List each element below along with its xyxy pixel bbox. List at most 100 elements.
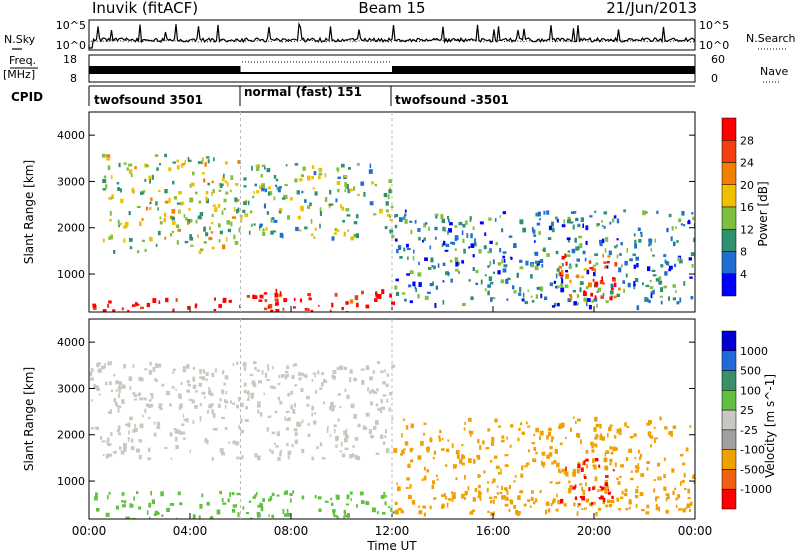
power-cells-cell — [377, 294, 382, 299]
power-cells-cell — [304, 199, 307, 203]
colorbar-swatch — [721, 390, 737, 411]
power-cells-cell — [659, 295, 663, 298]
y-tick-label: 4000 — [57, 129, 85, 142]
vel-cells-cell — [359, 491, 364, 496]
vel-cells-cell — [138, 376, 142, 381]
vel-cells-cell — [207, 409, 210, 414]
vel-cells-cell — [496, 492, 499, 495]
power-cells-cell — [434, 236, 437, 240]
power-cells-cell — [510, 257, 513, 260]
vel-cells-cell — [204, 438, 208, 443]
vel-cells-cell — [675, 504, 678, 508]
vel-cells-cell — [219, 397, 222, 402]
power-cells-cell — [544, 296, 548, 301]
power-cells-cell — [597, 287, 602, 292]
vel-cells-cell — [256, 513, 261, 518]
power-cells-cell — [363, 192, 366, 197]
vel-cells-cell — [524, 465, 528, 468]
vel-cells-cell — [388, 506, 391, 509]
power-cells-cell — [226, 182, 229, 187]
vel-cells-cell — [569, 485, 573, 488]
vel-cells-cell — [490, 500, 493, 504]
vel-cells-cell — [201, 376, 206, 381]
power-cells-cell — [448, 228, 452, 233]
vel-cells-cell — [604, 465, 609, 471]
vel-cells-cell — [504, 454, 509, 457]
vel-cells-cell — [323, 378, 326, 383]
power-cells-cell — [555, 285, 559, 289]
vel-cells-cell — [468, 430, 472, 435]
vel-cells-cell — [637, 463, 640, 468]
vel-cells-cell — [374, 391, 377, 395]
power-cells-cell — [422, 239, 424, 243]
power-cells-cell — [633, 286, 636, 290]
power-cells-cell — [403, 247, 406, 252]
vel-cells-cell — [381, 406, 385, 410]
power-cells-cell — [499, 247, 502, 253]
y-tick-label: 2000 — [57, 222, 85, 235]
power-cells-cell — [582, 223, 584, 228]
power-cells-cell — [450, 241, 454, 244]
vel-cells-cell — [432, 456, 435, 460]
vel-cells-cell — [682, 462, 686, 466]
vel-cells-cell — [607, 491, 611, 495]
power-cells-cell — [205, 191, 209, 195]
vel-cells-cell — [535, 451, 538, 455]
vel-cells-cell — [575, 420, 577, 424]
power-cells-cell — [539, 218, 541, 221]
vel-cells-cell — [600, 486, 605, 491]
power-cells-cell — [270, 309, 274, 312]
vel-cells-cell — [109, 361, 112, 366]
power-cells-cell — [462, 238, 465, 243]
power-cells-cell — [602, 225, 604, 228]
power-cells-cell — [310, 218, 313, 224]
vel-cells-cell — [301, 419, 304, 424]
power-cells-cell — [621, 264, 623, 267]
power-cells-cell — [172, 180, 175, 185]
velocity-cells — [89, 361, 695, 519]
vel-cells-cell — [655, 496, 658, 502]
power-cells-cell — [165, 297, 169, 303]
vel-cells-cell — [211, 515, 213, 519]
vel-cells-cell — [118, 432, 121, 436]
vel-cells-cell — [548, 452, 553, 457]
vel-cells-cell — [266, 426, 269, 432]
power-cells-cell — [219, 230, 223, 235]
vel-cells-cell — [321, 372, 324, 375]
colorbar-tick-label: 25 — [740, 404, 754, 417]
vel-cells-cell — [272, 386, 277, 390]
vel-cells-cell — [473, 459, 476, 464]
x-axis-label: Time UT — [366, 539, 417, 553]
vel-cells-cell — [151, 395, 154, 400]
vel-cells-cell — [339, 365, 344, 371]
power-cells-cell — [379, 208, 383, 214]
colorbar-swatch — [721, 117, 737, 141]
vel-cells-cell — [323, 401, 326, 405]
power-cells-cell — [204, 162, 207, 167]
power-cells-cell — [324, 197, 328, 202]
power-cells-cell — [585, 286, 589, 290]
vel-cells-cell — [225, 400, 229, 404]
power-cells-cell — [680, 223, 683, 226]
power-cells-cell — [149, 236, 153, 242]
power-cells-cell — [561, 269, 564, 275]
power-y-axis-label: Slant Range [km] — [22, 160, 36, 264]
vel-cells-cell — [123, 492, 125, 496]
power-cells-cell — [591, 267, 595, 270]
power-cells-cell — [430, 257, 434, 263]
vel-cells-cell — [468, 458, 472, 464]
power-cells-cell — [256, 190, 260, 194]
power-cells-cell — [501, 228, 504, 233]
vel-cells-cell — [461, 454, 464, 460]
vel-cells-cell — [370, 435, 373, 438]
power-cells-cell — [296, 190, 300, 195]
power-cells-cell — [249, 210, 253, 214]
power-cells-cell — [123, 225, 127, 229]
vel-cells-cell — [389, 392, 392, 396]
power-cells-cell — [384, 226, 388, 230]
vel-cells-cell — [600, 433, 602, 437]
power-cells-cell — [182, 163, 186, 166]
power-cells-cell — [102, 188, 106, 191]
